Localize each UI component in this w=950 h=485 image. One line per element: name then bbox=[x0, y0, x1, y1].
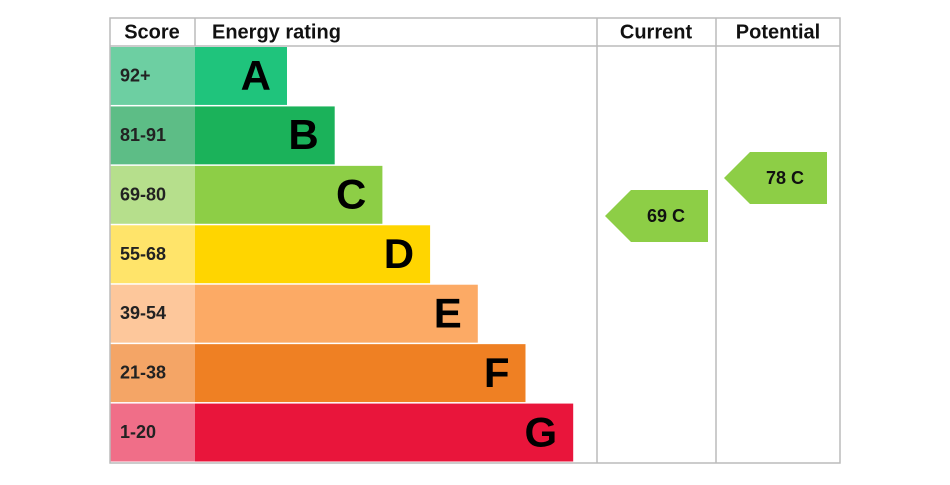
rating-letter: C bbox=[336, 171, 366, 218]
rating-bar bbox=[195, 47, 287, 105]
rating-letter: A bbox=[241, 52, 271, 99]
score-label: 39-54 bbox=[120, 303, 166, 323]
header-score: Score bbox=[124, 21, 180, 43]
rating-bar bbox=[195, 106, 335, 165]
score-label: 92+ bbox=[120, 65, 151, 85]
score-cell bbox=[110, 47, 195, 105]
score-label: 81-91 bbox=[120, 125, 166, 145]
potential-arrow bbox=[724, 152, 827, 204]
rating-bar bbox=[195, 225, 431, 284]
rating-bar bbox=[195, 403, 574, 462]
rating-letter: F bbox=[484, 349, 510, 396]
header-current: Current bbox=[620, 21, 693, 43]
rating-letter: B bbox=[288, 111, 318, 158]
rating-letter: E bbox=[434, 290, 462, 337]
table-frame bbox=[109, 17, 841, 464]
rating-bar bbox=[195, 165, 383, 224]
rating-bar bbox=[195, 284, 478, 343]
header-rating: Energy rating bbox=[212, 21, 341, 43]
frame bbox=[109, 17, 841, 464]
score-label: 1-20 bbox=[120, 422, 156, 442]
score-cell bbox=[110, 106, 195, 165]
score-cell bbox=[110, 284, 195, 343]
potential-label: 78 C bbox=[766, 168, 804, 188]
score-cell bbox=[110, 344, 195, 403]
current-arrow bbox=[605, 190, 708, 242]
score-label: 55-68 bbox=[120, 244, 166, 264]
score-label: 21-38 bbox=[120, 363, 166, 383]
rating-letter: D bbox=[384, 230, 414, 277]
current-label: 69 C bbox=[647, 206, 685, 226]
score-cell bbox=[110, 225, 195, 284]
score-label: 69-80 bbox=[120, 184, 166, 204]
score-cell bbox=[110, 165, 195, 224]
header-potential: Potential bbox=[736, 21, 820, 43]
rating-bar bbox=[195, 344, 526, 403]
rating-letter: G bbox=[525, 408, 558, 455]
score-cell bbox=[110, 403, 195, 462]
